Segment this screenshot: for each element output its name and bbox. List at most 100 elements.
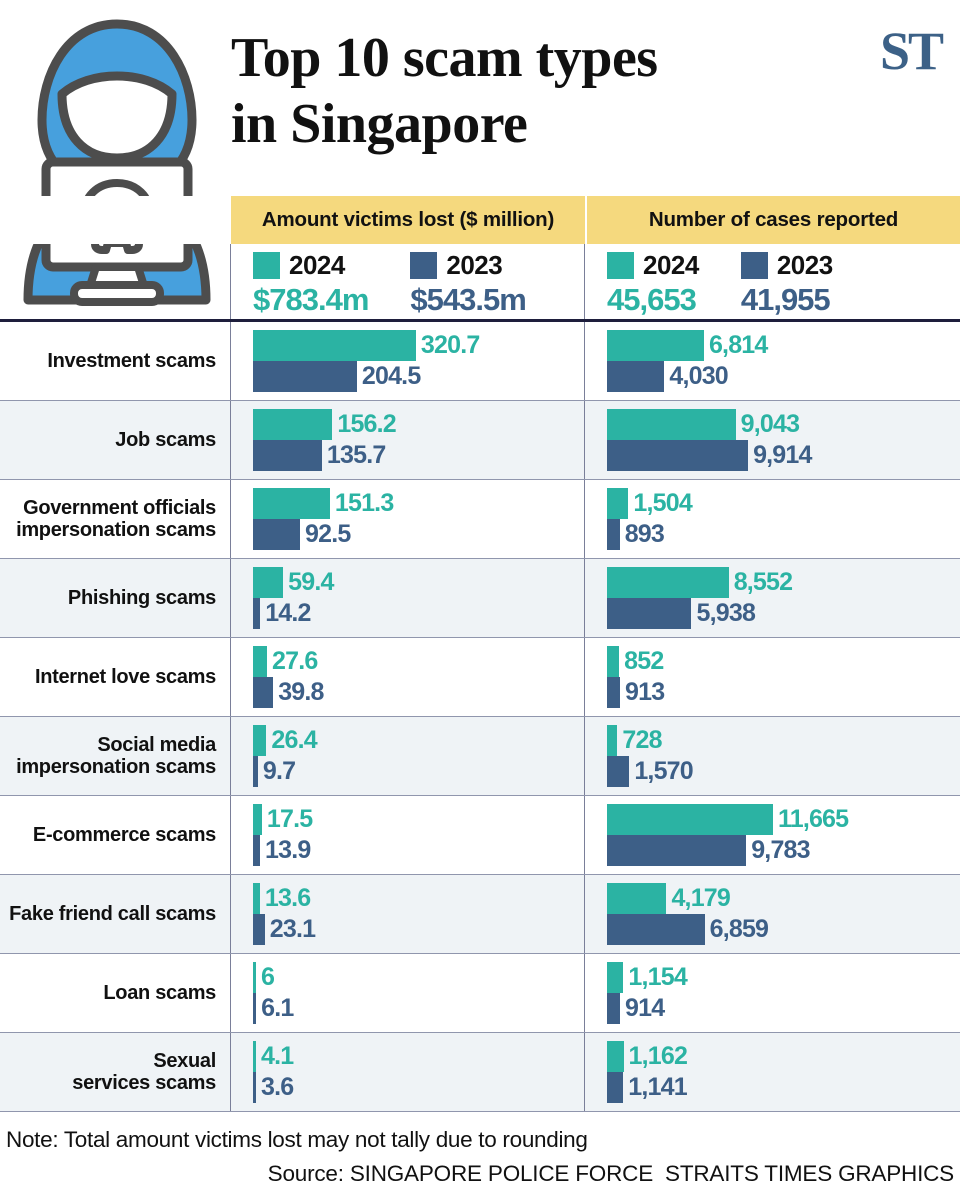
bar-amount-2023 — [253, 1072, 256, 1103]
column-band-row: Amount victims lost ($ million) Number o… — [0, 196, 960, 244]
bar-amount-2024 — [253, 409, 333, 440]
bar-cases-2024 — [607, 804, 773, 835]
table-row: Phishing scams 59.4 14.2 8,552 5,938 — [0, 559, 960, 638]
bar-value-amount-2024: 13.6 — [264, 884, 311, 912]
bar-amount-2024 — [253, 330, 416, 361]
table-row: Social media impersonation scams 26.4 9.7 72… — [0, 717, 960, 796]
bar-amount-2023 — [253, 756, 258, 787]
bar-amount-2024 — [253, 962, 257, 993]
bar-value-amount-2024: 4.1 — [261, 1042, 294, 1070]
amount-bars-cell: 27.6 39.8 — [231, 638, 585, 716]
bar-amount-2023 — [253, 598, 261, 629]
bar-value-cases-2024: 852 — [624, 647, 664, 675]
amount-bars-cell: 59.4 14.2 — [231, 559, 585, 637]
cases-bars-cell: 852 913 — [585, 638, 960, 716]
cases-bars-cell: 8,552 5,938 — [585, 559, 960, 637]
bar-value-amount-2024: 156.2 — [337, 410, 396, 438]
row-label-line: Internet love scams — [34, 665, 216, 688]
bar-value-amount-2023: 9.7 — [262, 757, 296, 785]
row-label-line: E-commerce scams — [32, 823, 216, 846]
legend-row: 2024 $783.4m 2023 $543.5m 2024 — [0, 244, 960, 322]
legend-amount-2024: 2024 $783.4m — [231, 250, 369, 318]
bar-amount-2024 — [253, 567, 284, 598]
bar-cases-2024 — [607, 725, 618, 756]
table-row: Fake friend call scams 13.6 23.1 4,179 6,859 — [0, 875, 960, 954]
bar-cases-2023 — [607, 677, 620, 708]
bar-cases-2023 — [607, 440, 749, 471]
row-label: Loan scams — [0, 954, 231, 1032]
row-label-line: Government officials — [23, 496, 216, 519]
page-title: Top 10 scam types in Singapore — [231, 26, 791, 157]
bar-amount-2023 — [253, 914, 265, 945]
bar-value-amount-2024: 151.3 — [334, 489, 394, 517]
scam-table: Amount victims lost ($ million) Number o… — [0, 196, 960, 1112]
bar-amount-2023 — [253, 519, 300, 550]
row-label: Social media impersonation scams — [0, 717, 231, 795]
row-label: Phishing scams — [0, 559, 231, 637]
bar-value-cases-2023: 5,938 — [696, 599, 756, 627]
bar-value-cases-2023: 9,914 — [753, 441, 812, 469]
bar-value-cases-2023: 913 — [624, 678, 665, 706]
bar-value-cases-2023: 6,859 — [709, 915, 769, 943]
cases-bars-cell: 4,179 6,859 — [585, 875, 960, 953]
bar-amount-2023 — [253, 677, 274, 708]
legend-total-cases-2024: 45,653 — [607, 282, 697, 317]
bar-cases-2024 — [607, 646, 620, 677]
footnote: Note: Total amount victims lost may not … — [6, 1127, 588, 1152]
cases-bars-cell: 1,504 893 — [585, 480, 960, 558]
legend-year-2023: 2023 — [446, 250, 503, 280]
bar-amount-2024 — [253, 1041, 256, 1072]
row-label-line: impersonation scams — [16, 519, 216, 541]
bar-amount-2023 — [253, 835, 261, 866]
amount-bars-cell: 13.6 23.1 — [231, 875, 585, 953]
header: Top 10 scam types in Singapore ST — [0, 0, 960, 306]
table-row: Sexual services scams 4.1 3.6 1,162 1,141 — [0, 1033, 960, 1112]
bar-value-amount-2024: 6 — [261, 963, 275, 991]
table-row: E-commerce scams 17.5 13.9 11,665 9,783 — [0, 796, 960, 875]
source-line: Source: SINGAPORE POLICE FORCE STRAITS TI… — [0, 1161, 960, 1187]
cases-bars-cell: 11,665 9,783 — [585, 796, 960, 874]
page-title-line1: Top 10 scam types — [231, 27, 658, 89]
row-label: Internet love scams — [0, 638, 231, 716]
cases-bars-cell: 6,814 4,030 — [585, 322, 960, 400]
source-text: Source: SINGAPORE POLICE FORCE — [267, 1161, 654, 1187]
legend-swatch-navy-icon — [410, 252, 438, 279]
row-label: Investment scams — [0, 322, 231, 400]
row-label: Sexual services scams — [0, 1033, 231, 1111]
legend-total-amount-2024: $783.4m — [253, 282, 369, 317]
bar-value-cases-2024: 728 — [622, 726, 662, 754]
bar-value-cases-2024: 4,179 — [671, 884, 731, 912]
legend-cases-2023: 2023 41,955 — [699, 250, 833, 318]
bar-value-cases-2024: 11,665 — [777, 805, 849, 833]
bar-value-cases-2023: 9,783 — [751, 836, 810, 864]
legend-swatch-teal-icon — [253, 252, 280, 279]
amount-bars-cell: 17.5 13.9 — [231, 796, 585, 874]
amount-bars-cell: 26.4 9.7 — [231, 717, 585, 795]
row-label: Job scams — [0, 401, 231, 479]
bar-cases-2023 — [607, 1072, 624, 1103]
band-spacer — [0, 196, 231, 244]
bar-value-cases-2024: 9,043 — [740, 410, 800, 438]
straits-times-logo: ST — [879, 21, 944, 81]
cases-bars-cell: 9,043 9,914 — [585, 401, 960, 479]
bar-cases-2024 — [607, 962, 624, 993]
bar-cases-2023 — [607, 835, 747, 866]
amount-bars-cell: 151.3 92.5 — [231, 480, 585, 558]
cases-bars-cell: 1,162 1,141 — [585, 1033, 960, 1111]
bar-value-cases-2024: 1,162 — [628, 1042, 688, 1070]
bar-cases-2024 — [607, 567, 729, 598]
bar-value-cases-2024: 1,154 — [628, 963, 687, 991]
bar-value-cases-2023: 914 — [625, 994, 665, 1022]
bar-cases-2024 — [607, 330, 704, 361]
row-label: Fake friend call scams — [0, 875, 231, 953]
legend-swatch-teal-icon — [607, 252, 634, 279]
bar-cases-2023 — [607, 519, 620, 550]
table-row: Internet love scams 27.6 39.8 852 913 — [0, 638, 960, 717]
page-title-line2: in Singapore — [231, 92, 528, 155]
bar-value-amount-2024: 17.5 — [266, 805, 313, 833]
legend-swatch-navy-icon — [740, 252, 768, 279]
bar-amount-2024 — [253, 646, 268, 677]
bar-value-amount-2024: 26.4 — [271, 726, 317, 754]
band-amount-title: Amount victims lost ($ million) — [231, 196, 585, 244]
